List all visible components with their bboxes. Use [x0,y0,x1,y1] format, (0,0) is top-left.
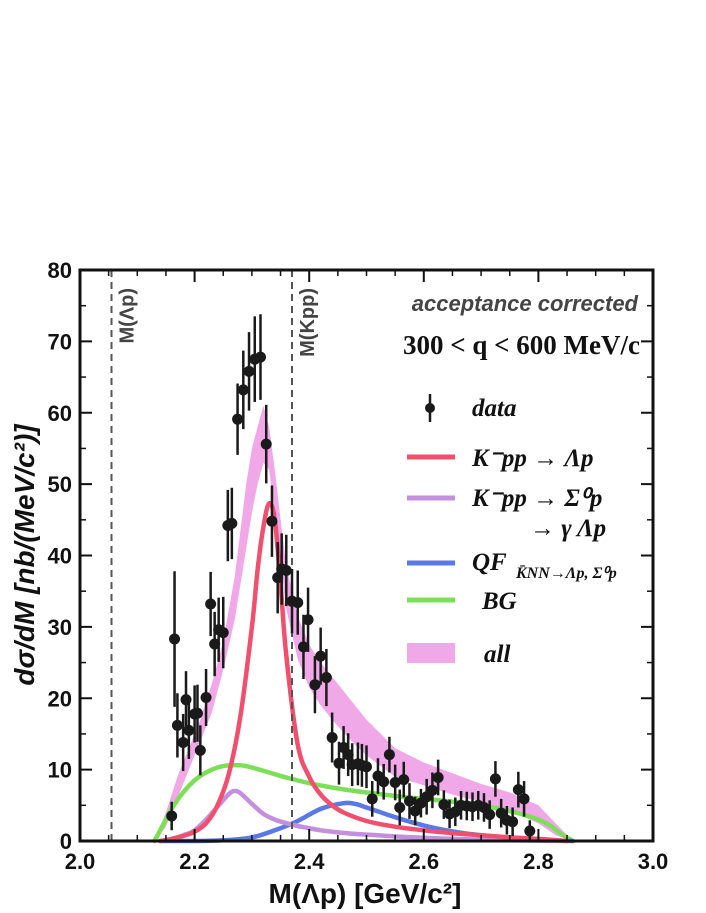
y-tick-label: 80 [48,258,72,283]
data-point [200,692,212,704]
data-point [366,793,378,805]
data-point [524,825,536,837]
data-point [232,413,244,425]
legend-all-label: all [484,641,510,668]
q-range-note: 300 < q < 600 MeV/c [403,330,640,360]
y-tick-label: 20 [48,686,72,711]
data-point [205,598,217,610]
axes: 2.0 2.2 2.4 2.6 2.8 3.0 0 10 20 30 40 50 60 70 80 [48,258,669,874]
data-point [183,724,195,736]
data-point [171,719,183,731]
x-axis-title: M(Λp) [GeV/c²] [269,878,462,909]
data-point [383,749,395,761]
y-tick-label: 40 [48,544,72,569]
data-point [432,771,444,783]
acceptance-note: acceptance corrected [412,291,639,316]
data-point [518,793,530,805]
y-tick-label: 10 [48,758,72,783]
x-tick-label: 3.0 [638,849,669,874]
data-point [292,597,304,609]
data-point [209,638,221,650]
y-tick-label: 30 [48,615,72,640]
y-tick-label: 60 [48,401,72,426]
data-point [217,627,229,639]
legend-kpp-sp-cont-label: → γ Λp [530,515,606,542]
data-point [361,761,372,773]
data-point [389,776,401,788]
y-tick-label: 50 [48,472,72,497]
y-axis-title: dσ/dM [nb/(MeV/c²)] [9,423,40,686]
data-point [243,365,255,377]
data-point [237,384,249,396]
data-point [394,801,406,813]
data-point [254,351,266,363]
data-point [191,707,203,719]
x-tick-label: 2.6 [409,849,440,874]
data-point [297,641,309,653]
data-point [489,773,501,785]
data-point [315,650,327,662]
data-point [484,809,496,821]
data-point [512,784,524,796]
data-points [166,314,536,841]
data-point [169,633,181,645]
y-tick-label: 0 [60,829,72,854]
data-point [409,805,421,817]
threshold-label-1: M(Kpp) [297,288,319,357]
x-tick-label: 2.4 [294,849,325,874]
data-point [507,816,519,828]
data-point [320,672,332,684]
data-point [398,774,410,786]
data-point [166,810,178,822]
data-point [266,515,278,527]
legend-qf-subscript: K̄NN→Λp, Σ⁰p [515,564,617,582]
legend-bg-label: BG [481,588,517,615]
data-point [403,795,415,807]
data-point [226,517,238,529]
legend-data-marker [425,394,435,422]
data-point [326,732,338,744]
x-tick-label: 2.2 [179,849,210,874]
data-point [309,679,321,691]
x-tick-label: 2.8 [523,849,554,874]
legend-all-swatch [407,643,455,663]
data-point [342,749,354,761]
data-point [177,737,189,749]
x-tick-label: 2.0 [65,849,96,874]
legend-qf-label: QF [472,549,507,576]
y-tick-label: 70 [48,329,72,354]
data-point [272,572,284,584]
kpp-lp-curve [157,500,570,844]
legend-kpp-lp-label: K⁻pp → Λp [471,445,594,472]
legend-kpp-sp-label: K⁻pp → Σ⁰p [471,485,602,512]
legend-data-label: data [472,395,516,422]
data-point [302,614,314,626]
data-point [378,776,390,788]
data-point [260,438,272,450]
threshold-label-0: M(Λp) [117,288,139,344]
data-point [280,564,292,576]
data-point [333,757,345,769]
data-point [194,744,206,756]
data-point [426,784,438,796]
legend: data K⁻pp → Λp K⁻pp → Σ⁰p → γ Λp QF K̄NN… [407,394,617,668]
data-point [438,799,450,811]
threshold-layer: M(Λp) M(Kpp) [110,270,319,841]
